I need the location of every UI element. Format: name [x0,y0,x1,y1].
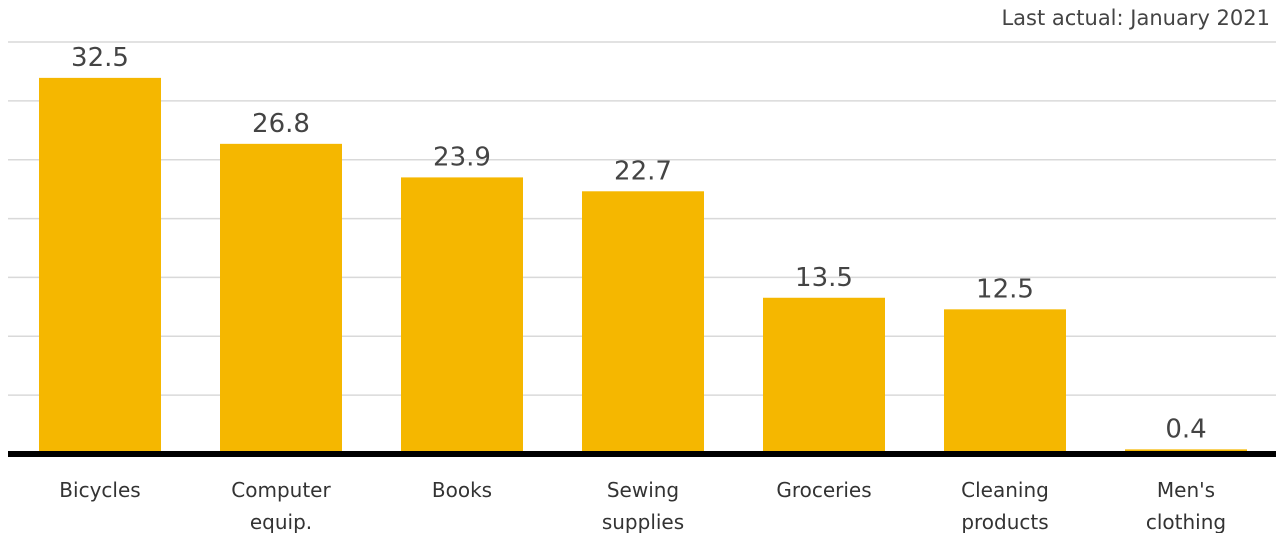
value-label: 12.5 [976,274,1034,304]
value-label: 26.8 [252,109,310,139]
value-label: 0.4 [1165,414,1206,444]
bar [401,177,523,455]
value-label: 23.9 [433,142,491,172]
category-label: Computer [231,478,331,502]
bar [220,143,342,454]
category-label: Books [432,478,492,502]
category-label: Men's [1157,478,1215,502]
category-label: supplies [602,510,684,533]
category-labels: Bicycles Computer equip. Books Sewing supplie… [59,478,1226,533]
value-label: 13.5 [795,263,853,293]
category-label: Groceries [776,478,871,502]
category-label: Cleaning [961,478,1049,502]
category-label: Sewing [607,478,679,502]
bar [582,191,704,455]
bars [39,77,1247,455]
value-labels: 32.5 26.8 23.9 22.7 13.5 12.5 0.4 [71,43,1207,444]
value-label: 22.7 [614,156,672,186]
bar [39,77,161,454]
last-actual-note: Last actual: January 2021 [1001,6,1270,30]
category-label: Bicycles [59,478,140,502]
value-label: 32.5 [71,43,129,73]
category-label: products [961,510,1048,533]
bar [944,309,1066,454]
category-label: clothing [1146,510,1226,533]
category-label: equip. [250,510,312,533]
bar [763,297,885,454]
